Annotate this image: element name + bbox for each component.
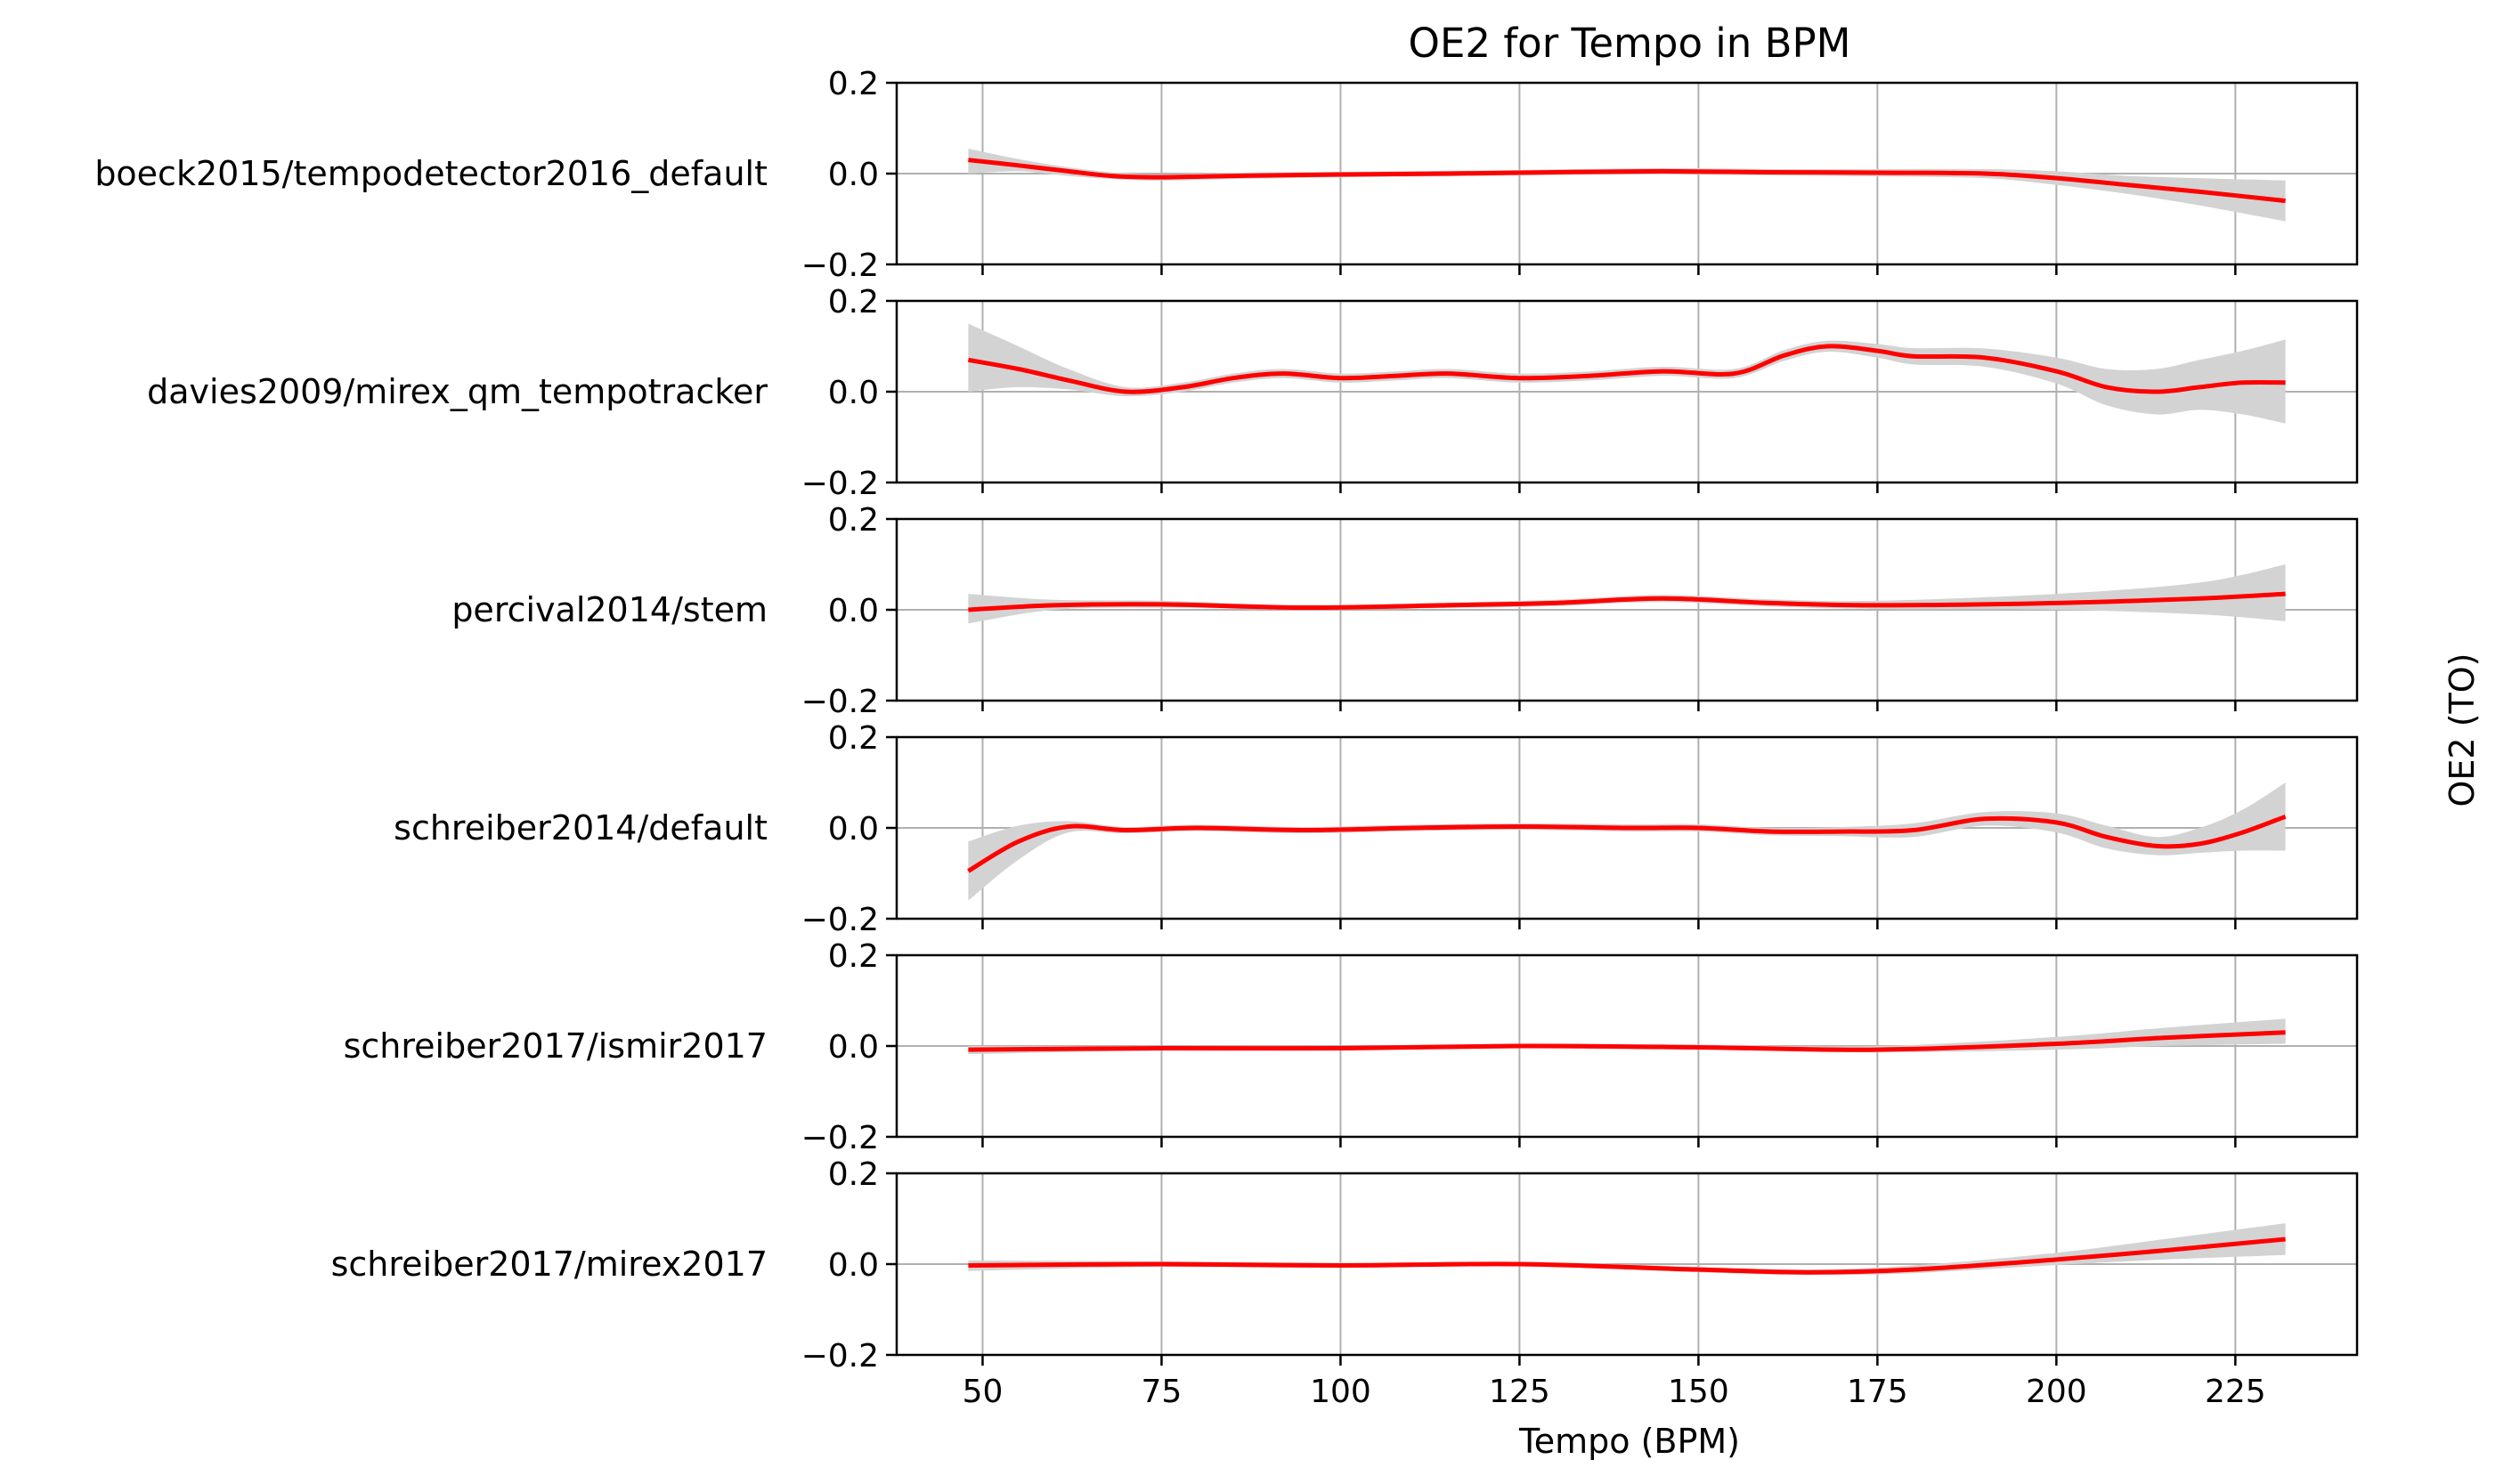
x-tick-label-7: 200 [2026, 1374, 2087, 1410]
x-axis-label: Tempo (BPM) [1518, 1422, 1740, 1461]
x-tick-label-4: 125 [1489, 1374, 1550, 1410]
series-line-2 [967, 344, 2286, 394]
panels-group: −0.2 0.0 0.2 boeck2015/tempodetector2016_de… [94, 66, 2359, 1410]
panel-label-4: schreiber2014/default [394, 808, 768, 847]
y-tick-label-1-2: 0.0 [828, 157, 879, 193]
x-tick-label-3: 100 [1310, 1374, 1371, 1410]
y-tick-label-5-3: 0.2 [828, 938, 879, 975]
y-tick-label-1-3: 0.2 [828, 66, 879, 102]
y-tick-label-4-1: −0.2 [801, 902, 879, 938]
x-tick-label-8: 225 [2205, 1374, 2266, 1410]
series-line-3 [968, 591, 2286, 612]
x-tick-label-1: 50 [963, 1374, 1004, 1410]
y-tick-label-5-1: −0.2 [801, 1120, 879, 1156]
y-tick-label-1-1: −0.2 [801, 247, 879, 284]
y-tick-label-3-1: −0.2 [801, 684, 879, 720]
series-line-6 [968, 1237, 2286, 1275]
y-tick-label-4-2: 0.0 [828, 811, 879, 847]
x-tick-label-2: 75 [1142, 1374, 1183, 1410]
y-tick-label-2-1: −0.2 [801, 466, 879, 502]
chart-title: OE2 for Tempo in BPM [1409, 20, 1851, 67]
y-tick-label-5-2: 0.0 [828, 1029, 879, 1066]
series-line-4 [967, 814, 2287, 873]
panel-label-3: percival2014/stem [451, 590, 768, 629]
y-tick-label-6-2: 0.0 [828, 1247, 879, 1284]
x-tick-label-5: 150 [1668, 1374, 1729, 1410]
y-tick-label-6-3: 0.2 [828, 1156, 879, 1193]
confidence-band-5 [968, 1018, 2286, 1055]
panel-label-5: schreiber2017/ismir2017 [344, 1026, 768, 1066]
panel-label-1: boeck2015/tempodetector2016_default [94, 154, 768, 193]
y-tick-label-2-3: 0.2 [828, 284, 879, 320]
panel-label-6: schreiber2017/mirex2017 [331, 1245, 768, 1284]
x-tick-label-6: 175 [1847, 1374, 1908, 1410]
panel-label-2: davies2009/mirex_qm_tempotracker [147, 372, 768, 411]
y-tick-label-3-3: 0.2 [828, 502, 879, 539]
y-tick-label-2-2: 0.0 [828, 375, 879, 411]
y-tick-label-6-1: −0.2 [801, 1338, 879, 1375]
y-axis-label: OE2 (TO) [2443, 653, 2482, 807]
series-line-1 [968, 158, 2286, 204]
y-tick-label-3-2: 0.0 [828, 593, 879, 629]
y-tick-label-4-3: 0.2 [828, 720, 879, 757]
confidence-band-6 [968, 1223, 2286, 1276]
series-line-5 [968, 1030, 2286, 1052]
